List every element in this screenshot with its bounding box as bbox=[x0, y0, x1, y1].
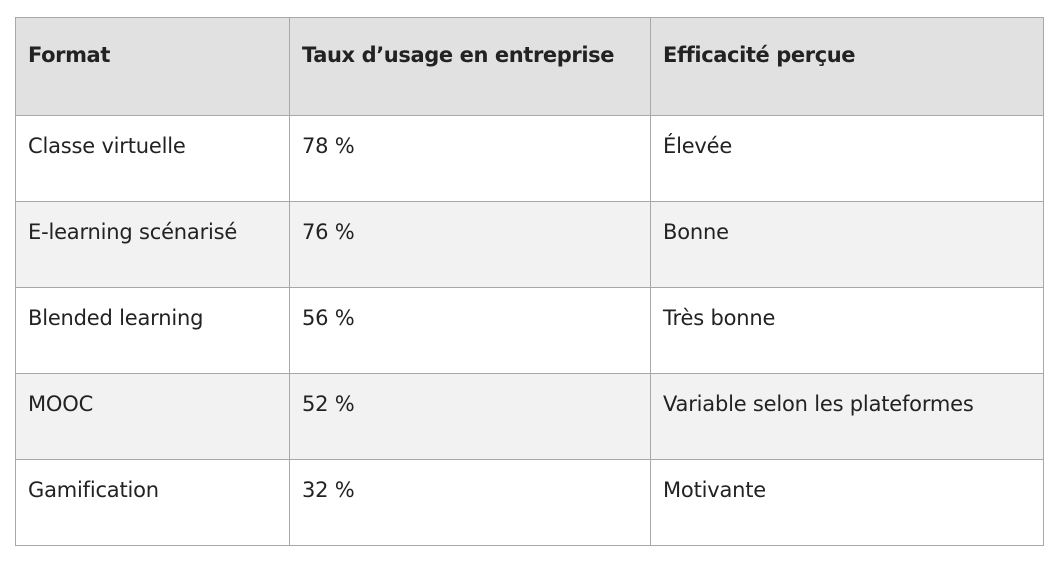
cell-usage-rate: 52 % bbox=[289, 373, 651, 460]
table-row: Blended learning 56 % Très bonne bbox=[15, 287, 1044, 374]
table-row: MOOC 52 % Variable selon les plateformes bbox=[15, 373, 1044, 460]
data-table: Format Taux d’usage en entreprise Effica… bbox=[15, 17, 1044, 546]
cell-format: Blended learning bbox=[15, 287, 290, 374]
cell-effectiveness: Bonne bbox=[650, 201, 1044, 288]
cell-effectiveness: Très bonne bbox=[650, 287, 1044, 374]
table-row: E-learning scénarisé 76 % Bonne bbox=[15, 201, 1044, 288]
cell-usage-rate: 78 % bbox=[289, 115, 651, 202]
table-row: Gamification 32 % Motivante bbox=[15, 459, 1044, 546]
cell-format: MOOC bbox=[15, 373, 290, 460]
data-table-container: Format Taux d’usage en entreprise Effica… bbox=[15, 17, 1044, 546]
header-usage-rate: Taux d’usage en entreprise bbox=[289, 17, 651, 116]
table-header-row: Format Taux d’usage en entreprise Effica… bbox=[15, 17, 1044, 116]
table-row: Classe virtuelle 78 % Élevée bbox=[15, 115, 1044, 202]
cell-format: E-learning scénarisé bbox=[15, 201, 290, 288]
cell-effectiveness: Élevée bbox=[650, 115, 1044, 202]
cell-format: Gamification bbox=[15, 459, 290, 546]
header-perceived-effectiveness: Efficacité perçue bbox=[650, 17, 1044, 116]
header-format: Format bbox=[15, 17, 290, 116]
cell-effectiveness: Variable selon les plateformes bbox=[650, 373, 1044, 460]
cell-usage-rate: 32 % bbox=[289, 459, 651, 546]
cell-format: Classe virtuelle bbox=[15, 115, 290, 202]
cell-usage-rate: 76 % bbox=[289, 201, 651, 288]
cell-effectiveness: Motivante bbox=[650, 459, 1044, 546]
cell-usage-rate: 56 % bbox=[289, 287, 651, 374]
